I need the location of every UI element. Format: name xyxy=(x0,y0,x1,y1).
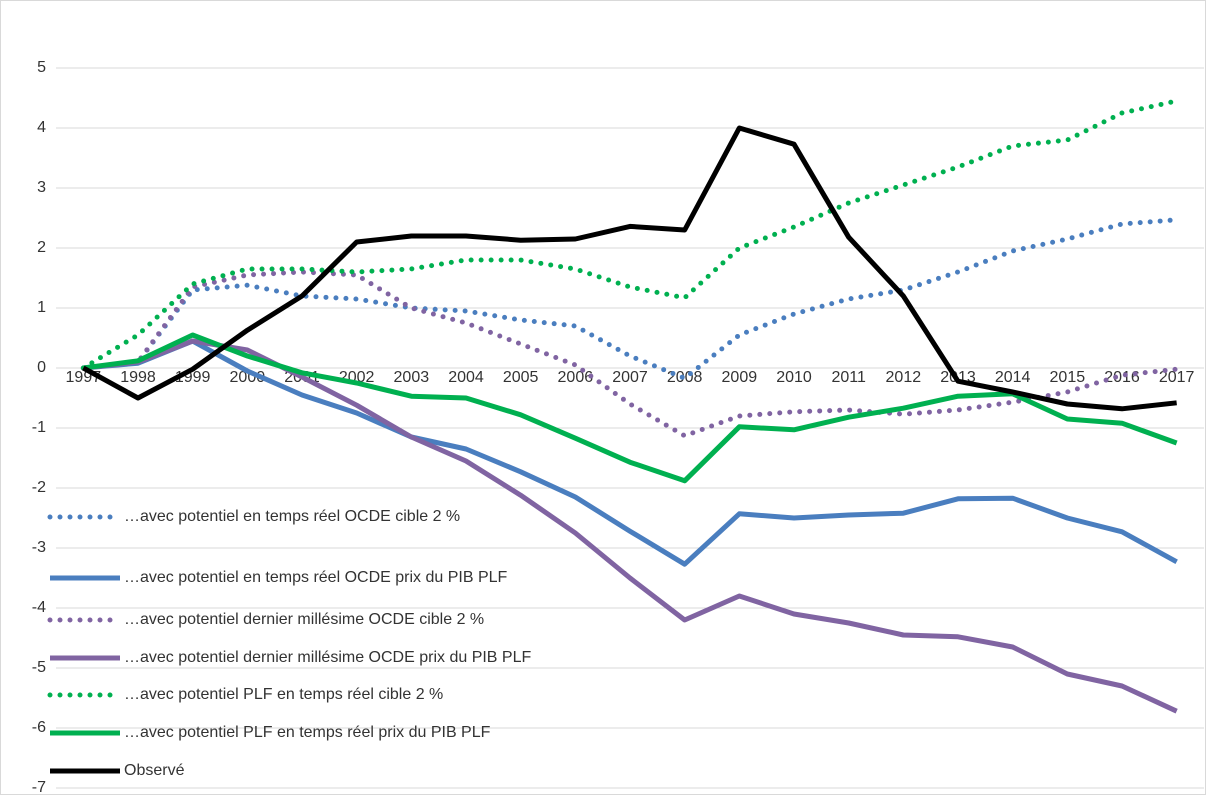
series-line xyxy=(80,217,1180,382)
x-tick-label: 2010 xyxy=(776,369,812,386)
x-tick-label: 2009 xyxy=(722,369,758,386)
series-line xyxy=(83,332,1178,484)
legend-label: …avec potentiel dernier millésime OCDE p… xyxy=(124,649,531,666)
legend-label: …avec potentiel en temps réel OCDE cible… xyxy=(124,508,460,525)
y-tick-label: 0 xyxy=(37,359,46,376)
x-tick-label: 2005 xyxy=(503,369,539,386)
y-tick-label: -5 xyxy=(32,659,46,676)
x-tick-label: 2007 xyxy=(612,369,648,386)
legend-label: …avec potentiel PLF en temps réel prix d… xyxy=(124,724,491,741)
y-tick-label: 5 xyxy=(37,59,46,76)
x-tick-label: 2014 xyxy=(995,369,1031,386)
x-tick-label: 2004 xyxy=(448,369,484,386)
y-tick-label: -2 xyxy=(32,479,46,496)
y-tick-label: -1 xyxy=(32,419,46,436)
series-line xyxy=(80,269,1180,439)
y-tick-label: 4 xyxy=(37,119,46,136)
legend-label: …avec potentiel dernier millésime OCDE c… xyxy=(124,611,484,628)
y-tick-label: -7 xyxy=(32,779,46,795)
series-line xyxy=(80,98,1180,371)
x-tick-label: 2003 xyxy=(394,369,430,386)
x-tick-label: 2011 xyxy=(831,369,866,386)
x-tick-label: 1998 xyxy=(120,369,156,386)
x-tick-label: 2017 xyxy=(1159,369,1195,386)
y-tick-label: -3 xyxy=(32,539,46,556)
legend-label: …avec potentiel en temps réel OCDE prix … xyxy=(124,569,508,586)
x-tick-label: 2006 xyxy=(558,369,594,386)
y-tick-label: 3 xyxy=(37,179,46,196)
y-tick-label: 2 xyxy=(37,239,46,256)
x-tick-label: 2012 xyxy=(886,369,922,386)
legend-label: …avec potentiel PLF en temps réel cible … xyxy=(124,686,443,703)
x-tick-label: 2015 xyxy=(1050,369,1086,386)
series-line xyxy=(82,125,1177,412)
legend-label: Observé xyxy=(124,762,185,779)
y-tick-label: -4 xyxy=(32,599,46,616)
series-line xyxy=(83,338,1178,567)
y-tick-label: -6 xyxy=(32,719,46,736)
y-tick-label: 1 xyxy=(37,299,46,316)
x-tick-label: 2008 xyxy=(667,369,703,386)
x-tick-label: 2016 xyxy=(1104,369,1140,386)
